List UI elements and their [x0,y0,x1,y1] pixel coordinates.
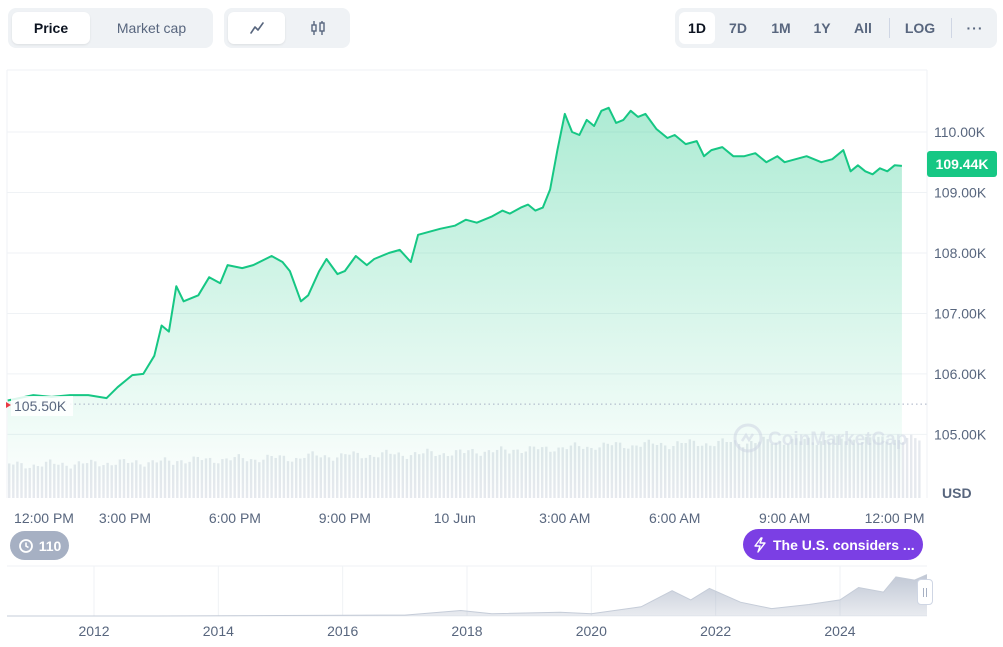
open-price-label: 105.50K [14,398,67,414]
volume-bar [914,438,917,498]
range-1y-button[interactable]: 1Y [805,12,839,44]
news-badge[interactable]: The U.S. considers ... [743,529,923,560]
candlestick-icon [310,21,325,35]
range-all-button[interactable]: All [843,12,883,44]
open-price-marker: 105.50K [6,396,73,416]
log-scale-button[interactable]: LOG [895,12,945,44]
overview-line [7,574,928,617]
volume-bar [918,440,921,498]
x-tick-label: 9:00 PM [319,510,371,526]
y-tick-label: 110.00K [934,124,986,140]
range-divider [889,18,890,38]
candlestick-chart-button[interactable] [289,12,346,44]
price-area [7,107,902,499]
line-chart-button[interactable] [228,12,285,44]
watermark-text: CoinMarketCap [768,429,907,450]
overview-year-label: 2024 [824,623,855,639]
history-icon [18,538,33,553]
overview-year-label: 2020 [576,623,607,639]
more-options-icon: ··· [966,20,984,36]
x-tick-label: 12:00 PM [14,510,74,526]
lightning-icon [754,536,766,553]
volume-bar [910,434,913,498]
y-tick-label: 108.00K [934,245,987,261]
news-badge-text: The U.S. considers ... [773,536,915,553]
x-tick-label: 12:00 PM [865,510,925,526]
x-tick-label: 6:00 PM [209,510,261,526]
market-cap-tab-label: Market cap [116,20,187,36]
range-1m-button[interactable]: 1M [761,12,801,44]
line-chart-icon [249,22,264,34]
current-price-badge: 109.44K [927,151,997,177]
price-tab[interactable]: Price [12,12,90,44]
chart-type-toggle [224,8,350,48]
x-tick-label: 9:00 AM [759,510,810,526]
range-selector: 1D 7D 1M 1Y All LOG ··· [675,8,997,48]
x-tick-label: 3:00 AM [539,510,590,526]
x-tick-label: 3:00 PM [99,510,151,526]
overview-year-label: 2012 [78,623,109,639]
overview-year-label: 2014 [203,623,234,639]
overview-year-label: 2016 [327,623,358,639]
range-slider-handle[interactable] [917,579,933,605]
price-tab-label: Price [33,20,69,36]
volume-bar [905,438,909,498]
range-1m-label: 1M [771,20,791,36]
range-7d-label: 7D [729,20,747,36]
overview-year-label: 2018 [451,623,482,639]
range-1d-button[interactable]: 1D [679,12,715,44]
y-tick-label: 106.00K [934,366,987,382]
price-chart[interactable]: 105.00K 106.00K 107.00K 108.00K 109.00K 110.0… [0,60,1003,647]
range-1y-label: 1Y [813,20,831,36]
range-7d-button[interactable]: 7D [719,12,757,44]
more-options-button[interactable]: ··· [957,12,993,44]
history-count: 110 [38,537,62,554]
y-tick-label: 109.00K [934,184,987,200]
range-all-label: All [854,20,872,36]
x-tick-label: 6:00 AM [649,510,700,526]
x-tick-label: 10 Jun [434,510,476,526]
price-line [7,106,902,402]
overview-year-label: 2022 [700,623,731,639]
current-price-label: 109.44K [936,156,989,172]
range-divider [951,18,952,38]
y-tick-label: 107.00K [934,305,987,321]
currency-label: USD [942,485,972,501]
metric-toggle: Price Market cap [8,8,213,48]
y-tick-label: 105.00K [934,426,987,442]
log-scale-label: LOG [904,20,936,36]
coinmarketcap-watermark: CoinMarketCap [733,423,907,453]
range-1d-label: 1D [688,20,706,36]
history-badge[interactable]: 110 [10,531,69,560]
volume-bar [901,441,905,498]
market-cap-tab[interactable]: Market cap [94,12,209,44]
overview-area [7,574,927,616]
